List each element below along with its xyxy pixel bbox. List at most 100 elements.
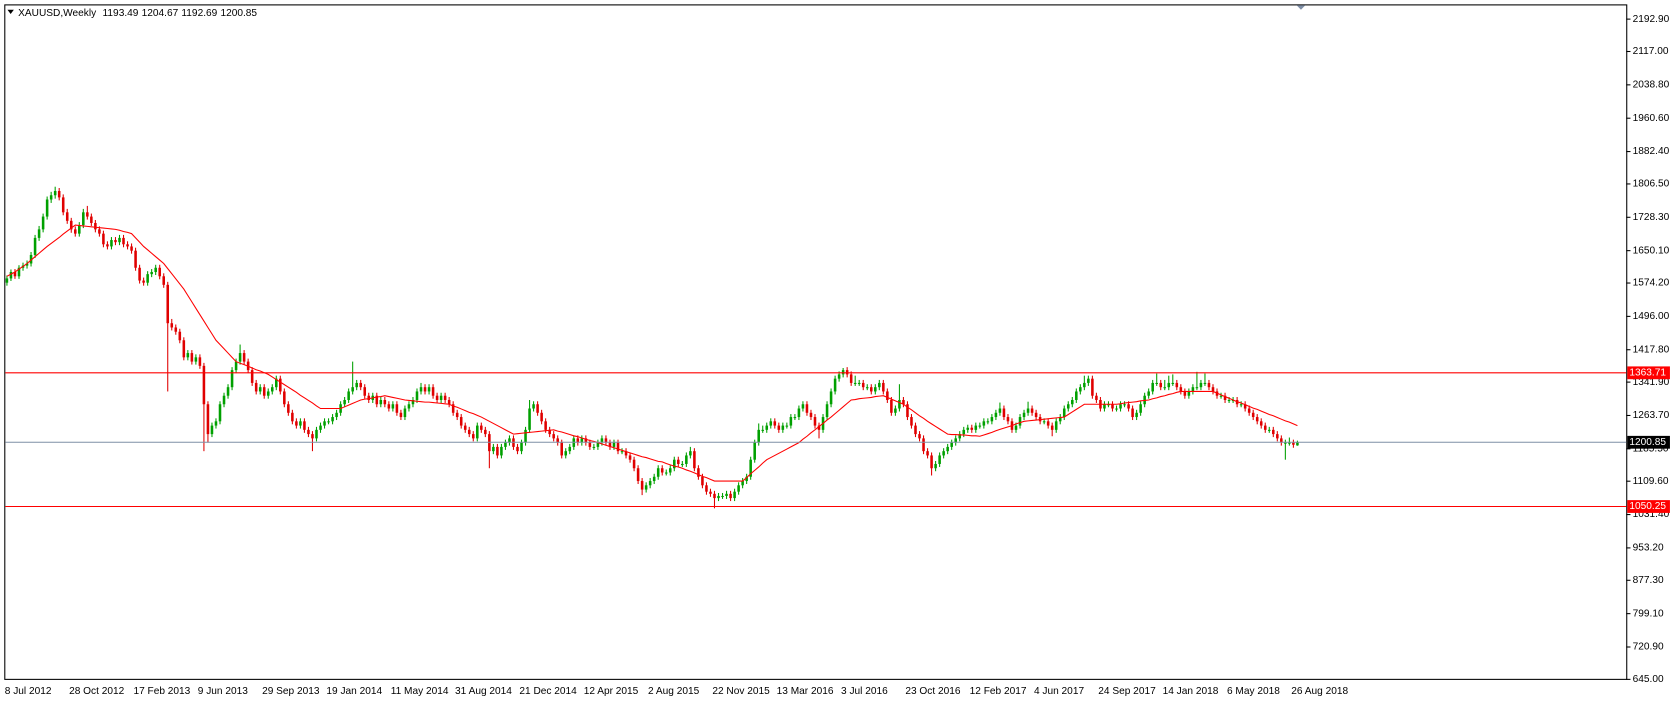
candle-body xyxy=(37,229,41,238)
candle-body xyxy=(882,382,885,392)
candle-body xyxy=(765,425,769,430)
x-tick-label: 31 Aug 2014 xyxy=(455,686,512,697)
candle-body xyxy=(198,357,202,366)
y-tick-label: 1031.40 xyxy=(1633,509,1670,520)
candle-body xyxy=(564,451,568,456)
candle-body xyxy=(307,429,310,435)
y-tick-label: 1496.00 xyxy=(1633,311,1670,322)
candle-body xyxy=(467,429,471,435)
candle-body xyxy=(311,434,314,439)
candle-body xyxy=(1002,408,1006,418)
candle-body xyxy=(61,197,65,213)
level-label-box xyxy=(1627,500,1670,513)
candle-body xyxy=(1296,442,1299,446)
candle-body xyxy=(918,434,921,439)
x-tick-label: 21 Dec 2014 xyxy=(519,686,577,697)
candle-body xyxy=(323,421,326,426)
candle-body xyxy=(447,399,451,405)
candle-body xyxy=(1030,408,1034,413)
candle-body xyxy=(652,476,656,482)
candle-body xyxy=(681,463,684,466)
candle-body xyxy=(1255,417,1259,422)
candle-body xyxy=(837,374,841,379)
candle-body xyxy=(878,382,881,388)
candle-body xyxy=(950,442,953,447)
candle-body xyxy=(801,404,805,409)
candle-body xyxy=(9,272,13,279)
candle-body xyxy=(705,485,708,492)
candle-body xyxy=(210,425,214,435)
candle-body xyxy=(717,495,720,499)
candle-body xyxy=(677,459,680,464)
candle-body xyxy=(299,421,302,426)
x-tick-label: 29 Sep 2013 xyxy=(262,686,320,697)
candle-body xyxy=(1167,382,1171,388)
candle-body xyxy=(1022,412,1026,418)
candle-body xyxy=(484,429,487,435)
candle-body xyxy=(785,425,789,427)
candle-body xyxy=(604,438,608,443)
candle-body xyxy=(496,446,499,456)
level-label-box xyxy=(1627,366,1670,380)
candle-body xyxy=(1159,382,1163,388)
candle-body xyxy=(1155,382,1158,384)
candle-body xyxy=(218,404,222,422)
candle-body xyxy=(1091,378,1094,396)
candle-body xyxy=(383,399,387,405)
candle-body xyxy=(451,404,455,413)
candle-body xyxy=(114,240,117,243)
candle-body xyxy=(1111,404,1114,409)
candle-body xyxy=(757,429,760,443)
candle-body xyxy=(492,446,495,452)
candle-body xyxy=(435,395,439,400)
y-tick-label: 2117.00 xyxy=(1633,46,1669,57)
candle-body xyxy=(600,438,604,443)
candle-body xyxy=(1288,442,1291,444)
candle-body xyxy=(504,442,507,447)
y-tick-label: 1417.80 xyxy=(1633,344,1670,355)
candle-body xyxy=(270,387,274,392)
candle-body xyxy=(560,442,564,456)
candle-body xyxy=(1119,404,1122,409)
candle-body xyxy=(1272,429,1275,435)
candle-body xyxy=(130,246,133,251)
candle-body xyxy=(73,229,77,234)
candle-body xyxy=(1211,387,1215,392)
candle-body xyxy=(33,237,37,255)
candle-body xyxy=(379,399,383,405)
candle-body xyxy=(668,468,672,473)
candle-body xyxy=(1095,395,1098,400)
candle-body xyxy=(865,387,869,389)
candle-body xyxy=(709,491,712,494)
candle-body xyxy=(327,421,330,423)
candle-body xyxy=(1219,395,1223,397)
candle-body xyxy=(1239,404,1243,406)
candle-body xyxy=(894,408,897,413)
candle-body xyxy=(974,425,978,430)
candle-body xyxy=(471,434,475,439)
candle-body xyxy=(258,387,262,392)
candle-body xyxy=(1227,399,1231,402)
x-tick-label: 19 Jan 2014 xyxy=(326,686,382,697)
candle-body xyxy=(753,442,756,460)
candle-body xyxy=(1115,408,1118,410)
candle-body xyxy=(926,451,929,456)
candle-body xyxy=(588,442,592,447)
candle-body xyxy=(721,495,724,498)
x-tick-label: 12 Feb 2017 xyxy=(970,686,1027,697)
candle-body xyxy=(954,438,957,443)
candle-body xyxy=(508,438,511,443)
y-tick-label: 1185.50 xyxy=(1633,443,1669,454)
header-high: 1204.67 xyxy=(142,8,179,19)
candle-body xyxy=(234,361,238,371)
candle-body xyxy=(1147,391,1150,396)
candle-body xyxy=(1251,412,1255,418)
candle-body xyxy=(355,382,358,388)
x-tick-label: 12 Apr 2015 xyxy=(584,686,639,697)
y-tick-label: 645.00 xyxy=(1633,674,1664,685)
candle-body xyxy=(886,391,889,400)
candle-body xyxy=(817,425,821,430)
candle-body xyxy=(1050,425,1054,430)
